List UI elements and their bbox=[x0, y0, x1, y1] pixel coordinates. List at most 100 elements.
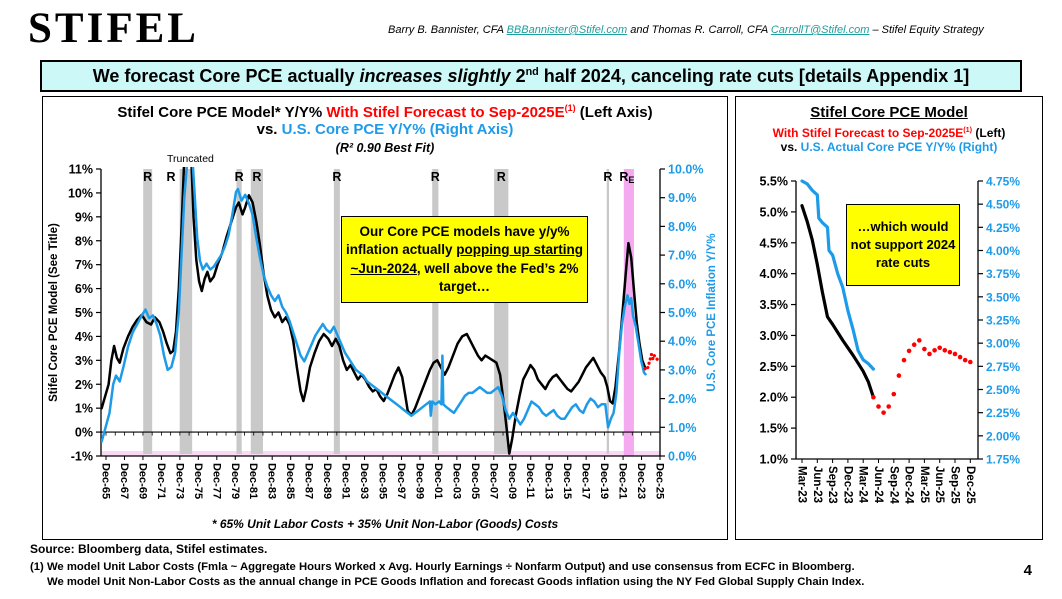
svg-text:R: R bbox=[166, 170, 175, 184]
svg-text:2%: 2% bbox=[75, 378, 93, 392]
svg-text:Dec-65: Dec-65 bbox=[100, 463, 112, 499]
svg-text:5%: 5% bbox=[75, 306, 93, 320]
svg-text:8%: 8% bbox=[75, 234, 93, 248]
svg-text:Dec-67: Dec-67 bbox=[118, 463, 130, 499]
svg-text:Jun-25: Jun-25 bbox=[933, 466, 945, 504]
svg-text:Dec-11: Dec-11 bbox=[524, 463, 536, 498]
svg-text:3.0%: 3.0% bbox=[668, 363, 697, 377]
svg-text:Dec-23: Dec-23 bbox=[635, 463, 647, 499]
svg-text:5.0%: 5.0% bbox=[668, 306, 697, 320]
side-chart-subtitle1: With Stifel Forecast to Sep-2025E(1) (Le… bbox=[772, 125, 1006, 140]
svg-text:Dec-77: Dec-77 bbox=[210, 463, 222, 499]
svg-text:2.75%: 2.75% bbox=[986, 360, 1020, 374]
svg-text:10.0%: 10.0% bbox=[668, 163, 703, 177]
svg-text:-1%: -1% bbox=[71, 450, 93, 464]
svg-text:1.75%: 1.75% bbox=[986, 453, 1020, 467]
svg-text:0.0%: 0.0% bbox=[668, 450, 697, 464]
byline-suffix: – Stifel Equity Strategy bbox=[869, 24, 984, 36]
svg-text:3.75%: 3.75% bbox=[986, 267, 1020, 281]
main-chart-canvas: R R R R R R R R RE11%10%9%8%7%6%5%4%3%2%1%0%-1%1… bbox=[48, 163, 718, 500]
side-chart-canvas: 5.5% 5.0% 4.5% 4.0% 3.5% 3.0% 2.5% 2.0% 1.5% 1.0%… bbox=[760, 175, 1021, 505]
svg-text:2.00%: 2.00% bbox=[986, 429, 1020, 443]
svg-text:R: R bbox=[143, 170, 152, 184]
side-chart-title: Stifel Core PCE Model bbox=[810, 104, 968, 121]
svg-text:2.0%: 2.0% bbox=[760, 391, 789, 405]
svg-text:5.0%: 5.0% bbox=[760, 205, 789, 219]
source-line: Source: Bloomberg data, Stifel estimates… bbox=[30, 542, 268, 556]
svg-text:Sep-25: Sep-25 bbox=[949, 466, 961, 504]
svg-text:3.50%: 3.50% bbox=[986, 290, 1020, 304]
svg-text:Dec-17: Dec-17 bbox=[580, 463, 592, 499]
svg-text:Dec-09: Dec-09 bbox=[506, 463, 518, 499]
svg-text:Dec-99: Dec-99 bbox=[413, 463, 425, 499]
svg-text:Dec-25: Dec-25 bbox=[964, 466, 976, 504]
svg-text:3%: 3% bbox=[75, 354, 93, 368]
svg-text:7%: 7% bbox=[75, 258, 93, 272]
svg-text:2.0%: 2.0% bbox=[668, 392, 697, 406]
svg-text:1.5%: 1.5% bbox=[760, 422, 789, 436]
svg-text:Dec-23: Dec-23 bbox=[841, 466, 853, 504]
svg-text:Dec-25: Dec-25 bbox=[654, 463, 666, 499]
svg-text:Mar-24: Mar-24 bbox=[857, 466, 869, 504]
svg-text:4.00%: 4.00% bbox=[986, 244, 1020, 258]
svg-text:8.0%: 8.0% bbox=[668, 220, 697, 234]
svg-text:4%: 4% bbox=[75, 330, 93, 344]
svg-text:4.25%: 4.25% bbox=[986, 221, 1020, 235]
byline-author1: Barry B. Bannister, CFA bbox=[388, 24, 507, 36]
svg-text:Dec-91: Dec-91 bbox=[340, 463, 352, 499]
svg-text:3.5%: 3.5% bbox=[760, 298, 789, 312]
svg-text:Dec-24: Dec-24 bbox=[903, 466, 915, 504]
svg-text:Dec-05: Dec-05 bbox=[469, 463, 481, 499]
svg-text:R: R bbox=[252, 170, 261, 184]
svg-text:1.0%: 1.0% bbox=[760, 453, 789, 467]
svg-text:Dec-07: Dec-07 bbox=[487, 463, 499, 499]
svg-text:Dec-03: Dec-03 bbox=[450, 463, 462, 499]
svg-text:Stifel Core PCE Model (See Tit: Stifel Core PCE Model (See Title) bbox=[48, 223, 60, 402]
svg-text:1%: 1% bbox=[75, 402, 93, 416]
svg-text:R: R bbox=[497, 170, 506, 184]
svg-text:4.0%: 4.0% bbox=[668, 335, 697, 349]
svg-text:4.50%: 4.50% bbox=[986, 198, 1020, 212]
svg-text:Dec-93: Dec-93 bbox=[358, 463, 370, 499]
main-chart-footnote: * 65% Unit Labor Costs + 35% Unit Non-La… bbox=[211, 517, 559, 531]
byline-author2: and Thomas R. Carroll, CFA bbox=[627, 24, 771, 36]
svg-text:6.0%: 6.0% bbox=[668, 277, 697, 291]
svg-text:Dec-97: Dec-97 bbox=[395, 463, 407, 499]
svg-text:3.00%: 3.00% bbox=[986, 337, 1020, 351]
svg-text:11%: 11% bbox=[69, 163, 93, 177]
svg-text:R: R bbox=[431, 170, 440, 184]
svg-text:2.50%: 2.50% bbox=[986, 383, 1020, 397]
svg-text:Dec-79: Dec-79 bbox=[229, 463, 241, 499]
svg-text:Dec-13: Dec-13 bbox=[543, 463, 555, 499]
svg-text:Mar-23: Mar-23 bbox=[796, 466, 808, 503]
svg-text:Dec-87: Dec-87 bbox=[303, 463, 315, 499]
svg-text:Dec-73: Dec-73 bbox=[173, 463, 185, 499]
main-chart-subtitle-line: vs. U.S. Core PCE Y/Y% (Right Axis) bbox=[256, 121, 514, 138]
svg-text:9%: 9% bbox=[75, 210, 93, 224]
svg-text:R: R bbox=[603, 170, 612, 184]
svg-text:1.0%: 1.0% bbox=[668, 421, 697, 435]
svg-text:Dec-83: Dec-83 bbox=[266, 463, 278, 499]
footnote-2: We model Unit Non-Labor Costs as the ann… bbox=[47, 576, 865, 588]
footnote-1: (1) We model Unit Labor Costs (Fmla ~ Ag… bbox=[30, 561, 855, 573]
r-squared-note: (R² 0.90 Best Fit) bbox=[335, 141, 435, 155]
email-link-bannister[interactable]: BBBannister@Stifel.com bbox=[506, 24, 628, 36]
svg-text:Jun-24: Jun-24 bbox=[872, 466, 884, 504]
svg-text:R: R bbox=[235, 170, 244, 184]
svg-text:9.0%: 9.0% bbox=[668, 191, 697, 205]
svg-text:2.25%: 2.25% bbox=[986, 406, 1020, 420]
svg-text:4.5%: 4.5% bbox=[760, 236, 789, 250]
svg-text:Dec-95: Dec-95 bbox=[377, 463, 389, 499]
svg-text:R: R bbox=[332, 170, 341, 184]
footnotes: (1) We model Unit Labor Costs (Fmla ~ Ag… bbox=[30, 560, 864, 590]
svg-text:0%: 0% bbox=[75, 426, 93, 440]
email-link-carroll[interactable]: CarrollT@Stifel.com bbox=[770, 24, 870, 36]
svg-text:2.5%: 2.5% bbox=[760, 360, 789, 374]
svg-text:6%: 6% bbox=[75, 282, 93, 296]
svg-text:7.0%: 7.0% bbox=[668, 249, 697, 263]
svg-text:Dec-81: Dec-81 bbox=[247, 463, 259, 499]
byline: Barry B. Bannister, CFA BBBannister@Stif… bbox=[388, 24, 984, 36]
svg-text:Dec-71: Dec-71 bbox=[155, 463, 167, 499]
main-chart-panel: Stifel Core PCE Model* Y/Y% With Stifel … bbox=[42, 96, 728, 540]
